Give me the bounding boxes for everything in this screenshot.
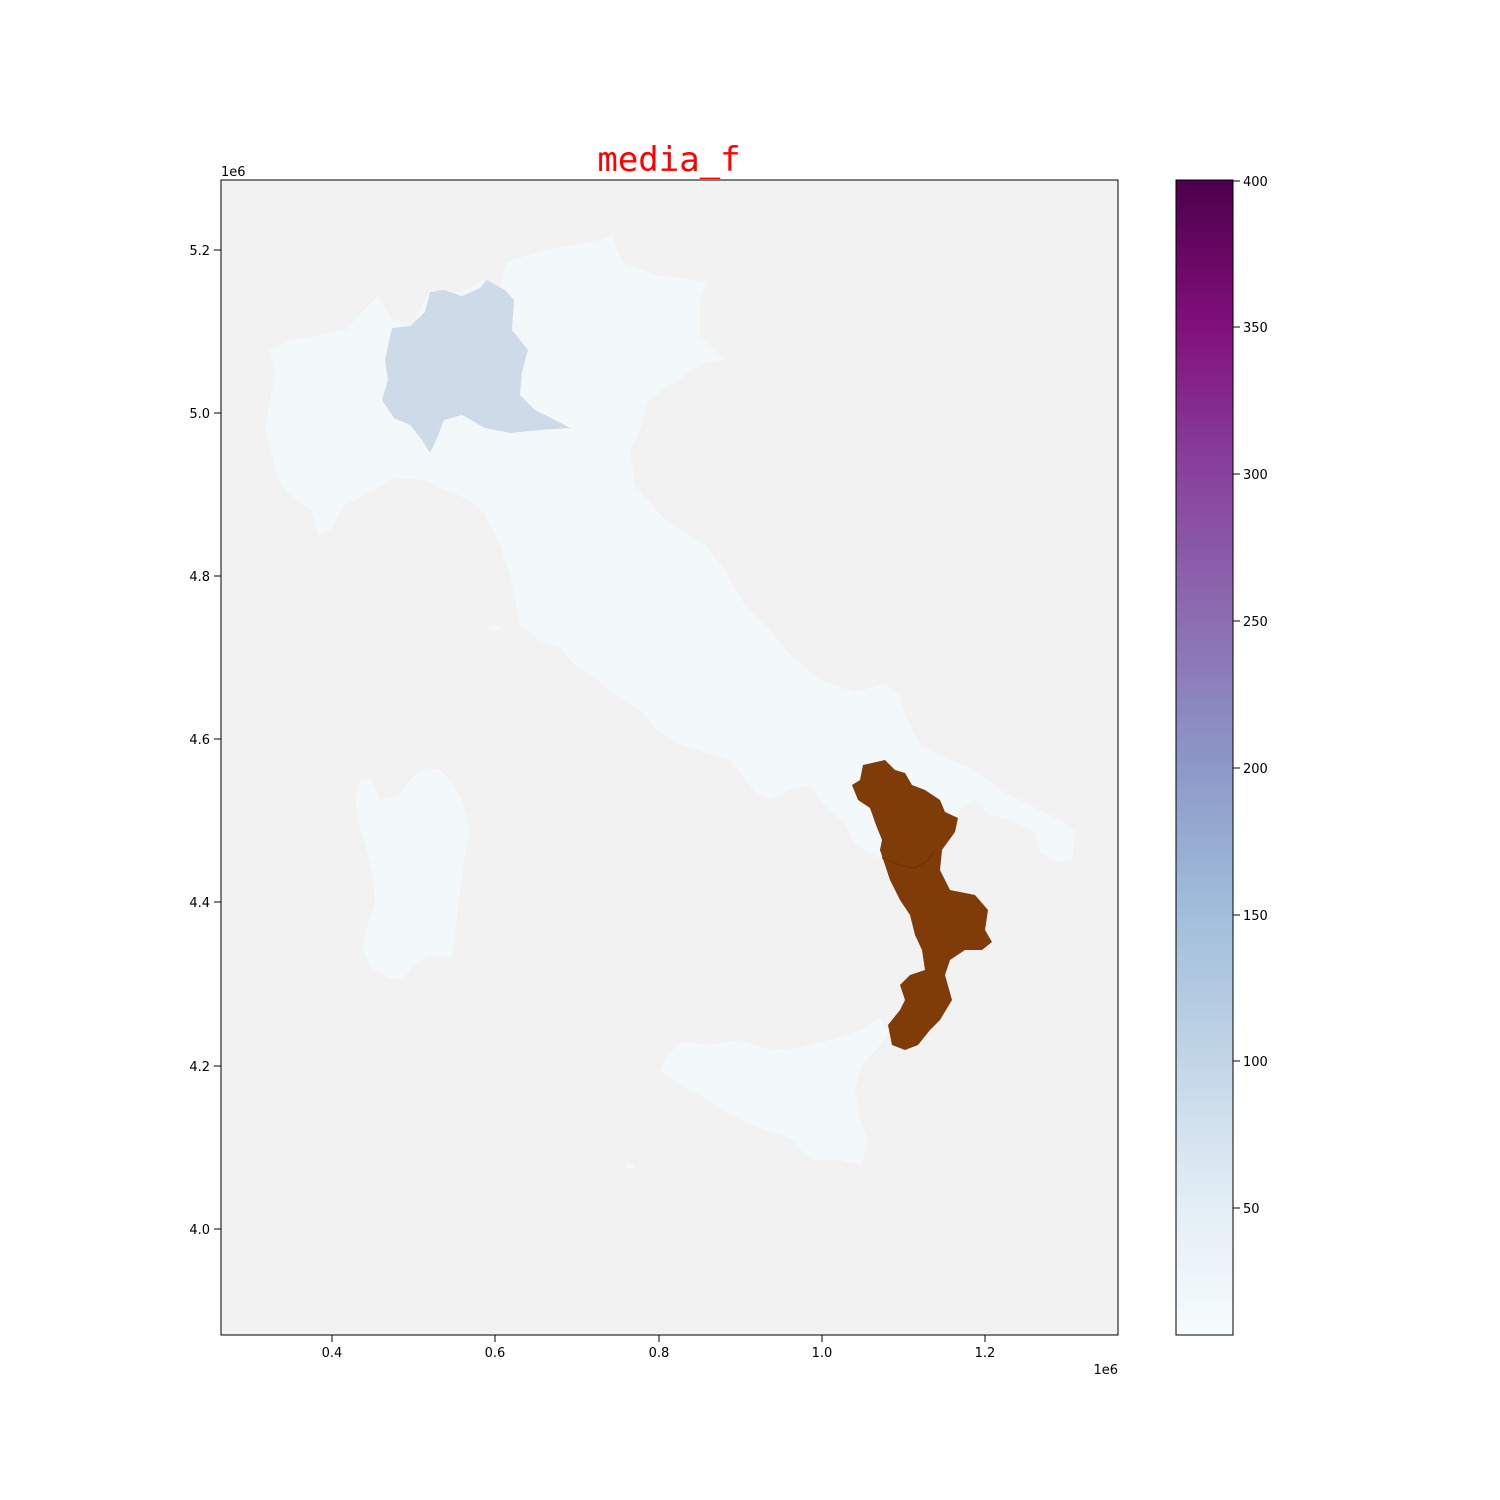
colorbar-tick-label: 350 bbox=[1243, 321, 1268, 336]
colorbar-tick-label: 300 bbox=[1243, 468, 1268, 483]
plot-frame bbox=[220, 179, 1119, 1336]
colorbar-tick-100: 100 bbox=[1233, 1055, 1268, 1070]
x-tick-1.2: 1.2 bbox=[975, 1335, 996, 1361]
y-tick-label: 5.0 bbox=[189, 407, 210, 422]
y-tick-5.0: 5.0 bbox=[189, 407, 221, 422]
colorbar: 400 350 300 250 200 150 100 50 bbox=[1175, 175, 1268, 1336]
x-tick-label: 0.8 bbox=[649, 1346, 670, 1361]
x-axis: 0.4 0.6 0.8 1.0 1.2 1e6 bbox=[322, 1335, 1118, 1378]
y-tick-4.4: 4.4 bbox=[189, 896, 221, 911]
region-sicilia bbox=[660, 1018, 890, 1165]
y-tick-label: 5.2 bbox=[189, 244, 210, 259]
colorbar-tick-200: 200 bbox=[1233, 762, 1268, 777]
colorbar-tick-label: 400 bbox=[1243, 175, 1268, 190]
x-tick-1.0: 1.0 bbox=[812, 1335, 833, 1361]
y-tick-4.8: 4.8 bbox=[189, 570, 221, 585]
y-tick-label: 4.8 bbox=[189, 570, 210, 585]
x-tick-label: 1.0 bbox=[812, 1346, 833, 1361]
y-tick-4.6: 4.6 bbox=[189, 733, 221, 748]
island-small bbox=[625, 1163, 635, 1169]
regions-layer bbox=[265, 235, 1075, 1169]
colorbar-tick-label: 200 bbox=[1243, 762, 1268, 777]
colorbar-tick-300: 300 bbox=[1233, 468, 1268, 483]
colorbar-tick-50: 50 bbox=[1233, 1202, 1260, 1217]
colorbar-tick-label: 250 bbox=[1243, 615, 1268, 630]
y-tick-label: 4.0 bbox=[189, 1223, 210, 1238]
x-tick-0.8: 0.8 bbox=[649, 1335, 670, 1361]
colorbar-tick-label: 150 bbox=[1243, 909, 1268, 924]
y-offset-label: 1e6 bbox=[221, 165, 246, 180]
island-elba bbox=[488, 625, 502, 631]
y-tick-label: 4.6 bbox=[189, 733, 210, 748]
x-offset-label: 1e6 bbox=[1093, 1363, 1118, 1378]
region-sardegna bbox=[355, 768, 470, 980]
colorbar-tick-label: 100 bbox=[1243, 1055, 1268, 1070]
y-tick-4.2: 4.2 bbox=[189, 1060, 221, 1075]
colorbar-gradient bbox=[1175, 179, 1234, 1336]
map-plot-area bbox=[220, 179, 1119, 1336]
y-tick-4.0: 4.0 bbox=[189, 1223, 221, 1238]
map-title: media_f bbox=[597, 140, 740, 180]
colorbar-tick-250: 250 bbox=[1233, 615, 1268, 630]
y-axis: 1e6 5.2 5.0 4.8 4.6 4.4 4.2 4.0 bbox=[189, 165, 245, 1238]
region-lombardia bbox=[382, 280, 570, 453]
colorbar-tick-150: 150 bbox=[1233, 909, 1268, 924]
y-tick-label: 4.2 bbox=[189, 1060, 210, 1075]
region-border-line bbox=[881, 849, 936, 869]
x-tick-label: 0.4 bbox=[322, 1346, 343, 1361]
colorbar-tick-label: 50 bbox=[1243, 1202, 1260, 1217]
y-tick-label: 4.4 bbox=[189, 896, 210, 911]
x-tick-label: 0.6 bbox=[485, 1346, 506, 1361]
colorbar-tick-400: 400 bbox=[1233, 175, 1268, 190]
x-tick-0.4: 0.4 bbox=[322, 1335, 343, 1361]
y-tick-5.2: 5.2 bbox=[189, 244, 221, 259]
x-tick-label: 1.2 bbox=[975, 1346, 996, 1361]
colorbar-tick-350: 350 bbox=[1233, 321, 1268, 336]
region-calabria-basilicata bbox=[852, 760, 992, 1050]
x-tick-0.6: 0.6 bbox=[485, 1335, 506, 1361]
